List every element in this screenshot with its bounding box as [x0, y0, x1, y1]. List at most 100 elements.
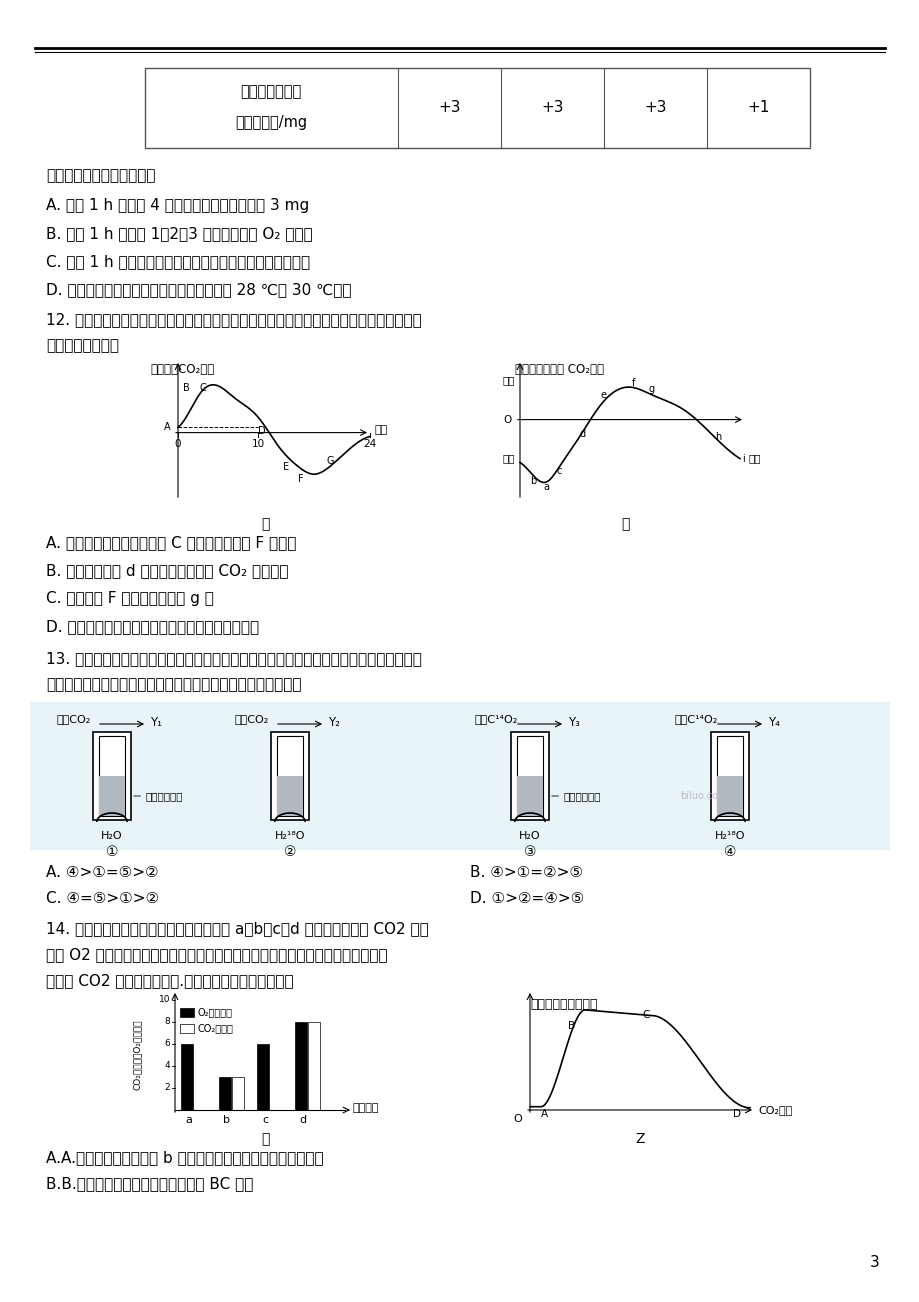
Text: a: a [186, 1115, 192, 1125]
Text: b: b [223, 1115, 231, 1125]
Text: 3: 3 [869, 1255, 879, 1269]
Bar [93, 732, 130, 820]
Text: Y₃: Y₃ [567, 716, 579, 729]
Text: 错误的是（　　）: 错误的是（ ） [46, 339, 119, 353]
Bar [256, 1044, 268, 1111]
Text: 实验示意图。一段时间后，试管质量大小关系的比较，正确的是: 实验示意图。一段时间后，试管质量大小关系的比较，正确的是 [46, 677, 301, 691]
Text: d: d [299, 1115, 306, 1125]
Text: 前质量变化/mg: 前质量变化/mg [235, 115, 307, 130]
Bar [277, 736, 302, 816]
Text: A: A [540, 1109, 548, 1118]
Text: 量和 O2 产生总量的变化；图乙表示在某光照强度和适宜温度下，光合作用强度增: 量和 O2 产生总量的变化；图乙表示在某光照强度和适宜温度下，光合作用强度增 [46, 947, 387, 962]
Text: A. 图甲中的光合作用开始于 C 点之前，结束于 F 点之后: A. 图甲中的光合作用开始于 C 点之前，结束于 F 点之后 [46, 535, 296, 549]
Text: C. ④=⑤>①>②: C. ④=⑤>①>② [46, 891, 159, 906]
Text: g: g [648, 384, 654, 393]
Text: 0: 0 [175, 439, 181, 449]
Bar [99, 736, 125, 816]
Bar [232, 1077, 244, 1111]
Text: 足量C¹⁴O₂: 足量C¹⁴O₂ [474, 713, 517, 724]
Text: 时间: 时间 [375, 424, 388, 435]
Text: h: h [714, 432, 720, 441]
Text: F: F [298, 474, 303, 483]
Text: 长率随 CO2 浓度变化的情况.下列说法正确的是（　　）: 长率随 CO2 浓度变化的情况.下列说法正确的是（ ） [46, 973, 293, 988]
Text: 4: 4 [165, 1061, 170, 1070]
Text: C. 光照 1 h 内，四组轮藻光合作用强度均大于呼吸作用强度: C. 光照 1 h 内，四组轮藻光合作用强度均大于呼吸作用强度 [46, 254, 310, 270]
Text: CO₂释放量: CO₂释放量 [198, 1023, 233, 1032]
Bar [277, 776, 302, 816]
Bar [510, 732, 549, 820]
Bar [180, 1023, 194, 1032]
Text: H₂¹⁸O: H₂¹⁸O [275, 831, 305, 841]
Text: B: B [183, 383, 190, 393]
Text: e: e [600, 391, 606, 400]
Text: 甲: 甲 [260, 1131, 269, 1146]
Text: Z: Z [634, 1131, 644, 1146]
Text: H₂O: H₂O [101, 831, 122, 841]
Text: 小球藻悬浮液: 小球藻悬浮液 [133, 792, 183, 801]
Text: 6: 6 [165, 1039, 170, 1048]
Text: D: D [258, 426, 266, 436]
Text: 8: 8 [165, 1017, 170, 1026]
Text: C. 图甲中的 F 点对应图乙中的 g 点: C. 图甲中的 F 点对应图乙中的 g 点 [46, 591, 213, 605]
Bar [271, 732, 309, 820]
Text: A.A.图甲中，光照强度为 b 时，光合作用速率等于呼吸作用速率: A.A.图甲中，光照强度为 b 时，光合作用速率等于呼吸作用速率 [46, 1150, 323, 1165]
Text: Y₄: Y₄ [767, 716, 779, 729]
Text: 时间: 时间 [748, 453, 761, 464]
Text: O: O [504, 414, 512, 424]
Bar [516, 776, 542, 816]
Text: 小球藻悬浮液: 小球藻悬浮液 [551, 792, 601, 801]
Text: b: b [529, 475, 536, 486]
Text: ②: ② [283, 845, 296, 859]
Bar [710, 732, 748, 820]
Text: d: d [578, 430, 584, 439]
Text: B. 到达图乙中的 d 点时，玻璃罩内的 CO₂ 浓度最高: B. 到达图乙中的 d 点时，玻璃罩内的 CO₂ 浓度最高 [46, 562, 289, 578]
Text: G: G [326, 457, 334, 466]
Text: 14. 图甲表示水稻的叶肉细胞在光照强度为 a、b、c、d 时，单位时间内 CO2 释放: 14. 图甲表示水稻的叶肉细胞在光照强度为 a、b、c、d 时，单位时间内 CO… [46, 921, 428, 936]
Text: c: c [262, 1115, 267, 1125]
Text: 13. 下图为光照强度相同，水和小球藻的初始质量均相等的条件下，小球藻进行光合作用的: 13. 下图为光照强度相同，水和小球藻的初始质量均相等的条件下，小球藻进行光合作… [46, 651, 422, 667]
Text: 乙: 乙 [620, 517, 629, 531]
Text: 10: 10 [251, 439, 265, 449]
Text: B. 光照 1 h 内，第 1、2、3 组轮藻释放的 O₂ 量相等: B. 光照 1 h 内，第 1、2、3 组轮藻释放的 O₂ 量相等 [46, 227, 312, 241]
Text: D. ①>②=④>⑤: D. ①>②=④>⑤ [470, 891, 584, 906]
Text: Y₁: Y₁ [150, 716, 162, 729]
Text: ①: ① [106, 845, 119, 859]
Text: f: f [631, 378, 635, 388]
Text: i: i [742, 453, 744, 464]
Text: 甲: 甲 [260, 517, 269, 531]
Bar [180, 1008, 194, 1017]
Text: O₂产生总量: O₂产生总量 [198, 1006, 233, 1017]
Text: 光合作用强度增长率: 光合作用强度增长率 [529, 999, 596, 1010]
Text: 植物吸收或释放 CO₂速率: 植物吸收或释放 CO₂速率 [515, 363, 604, 376]
Text: A. ④>①=⑤>②: A. ④>①=⑤>② [46, 865, 158, 880]
Text: H₂O: H₂O [518, 831, 540, 841]
Text: +3: +3 [643, 100, 666, 116]
Text: 24: 24 [363, 439, 376, 449]
Text: ③: ③ [523, 845, 536, 859]
Bar [516, 736, 542, 816]
Text: D. 经过这一昧夜之后，植物体的有机物含量会增加: D. 经过这一昧夜之后，植物体的有机物含量会增加 [46, 618, 259, 634]
Text: 12. 将一植株放在密闭玻璃罩内，置于室外一昧夜，获得实验结果如图所示。下列有关说法: 12. 将一植株放在密闭玻璃罩内，置于室外一昧夜，获得实验结果如图所示。下列有关… [46, 312, 421, 327]
Text: 10: 10 [158, 996, 170, 1005]
Text: E: E [283, 462, 289, 471]
Text: O: O [513, 1115, 521, 1124]
Text: 吸收: 吸收 [502, 375, 515, 385]
Text: A: A [164, 422, 170, 432]
Text: 足量CO₂: 足量CO₂ [234, 713, 269, 724]
Text: CO₂释放量或O₂产生总量: CO₂释放量或O₂产生总量 [132, 1019, 142, 1090]
Text: +3: +3 [540, 100, 563, 116]
Text: 玻璃罩内CO₂浓度: 玻璃罩内CO₂浓度 [150, 363, 214, 376]
Text: 2: 2 [165, 1083, 170, 1092]
Text: c: c [556, 466, 562, 475]
Bar [99, 776, 125, 816]
Text: a: a [543, 482, 549, 492]
Bar [30, 702, 889, 850]
Text: 以下说法错误的是（　　）: 以下说法错误的是（ ） [46, 168, 155, 184]
Text: Y₂: Y₂ [328, 716, 339, 729]
Text: D. 该轮藻与呼吸作用有关的酶的最适温度在 28 ℃至 30 ℃之间: D. 该轮藻与呼吸作用有关的酶的最适温度在 28 ℃至 30 ℃之间 [46, 283, 351, 297]
Bar [716, 736, 743, 816]
Text: 足量CO₂: 足量CO₂ [57, 713, 91, 724]
Bar [145, 68, 809, 148]
Bar [716, 776, 743, 816]
Text: A. 光照 1 h 内，第 4 组轮藻合成有机物总量为 3 mg: A. 光照 1 h 内，第 4 组轮藻合成有机物总量为 3 mg [46, 198, 309, 214]
